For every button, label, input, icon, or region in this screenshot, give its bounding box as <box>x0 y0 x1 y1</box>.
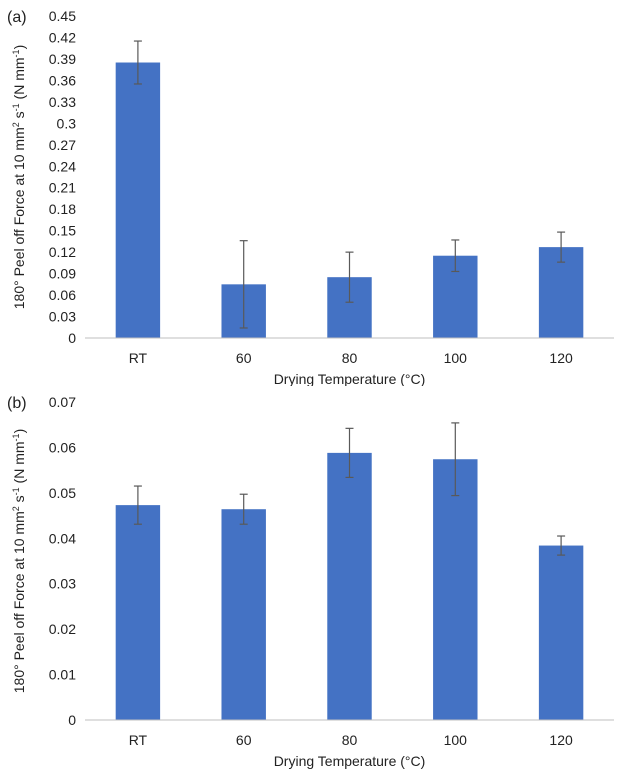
x-tick-label: RT <box>129 732 148 748</box>
y-tick-label: 0.02 <box>49 621 76 637</box>
y-tick-label: 0.15 <box>49 223 76 239</box>
error-bar <box>451 239 460 273</box>
x-tick-label: RT <box>129 350 148 366</box>
y-axis-title: 180° Peel off Force at 10 mm2 s-1 (N mm-… <box>11 45 27 310</box>
bar <box>221 509 266 720</box>
panel-label: (a) <box>7 9 27 26</box>
error-bar <box>133 40 142 85</box>
y-tick-label: 0.09 <box>49 266 76 282</box>
x-tick-label: 80 <box>342 732 358 748</box>
error-bar <box>345 251 354 303</box>
x-tick-label: 100 <box>444 350 468 366</box>
chart-b: (b) 0 0.01 0.02 0.03 0.04 0.05 0.06 0.07 RT 60 80 10… <box>7 394 614 769</box>
panel-label: (b) <box>7 395 27 412</box>
x-axis-title: Drying Temperature (°C) <box>274 753 426 769</box>
error-bar <box>345 427 354 479</box>
error-bar <box>557 231 566 263</box>
y-tick-label: 0.36 <box>49 72 76 88</box>
y-tick-label: 0.39 <box>49 51 76 67</box>
chart-a: (a) 0 0.03 0.06 0.09 0.12 0.15 0.18 0.21 0.24 0.27… <box>7 8 614 386</box>
y-tick-label: 0.12 <box>49 244 76 260</box>
x-tick-label: 120 <box>549 350 573 366</box>
error-bar <box>557 535 566 556</box>
y-tick-label: 0.01 <box>49 667 76 683</box>
y-tick-label: 0.06 <box>49 287 76 303</box>
error-bar <box>133 485 142 525</box>
y-tick-label: 0.21 <box>49 180 76 196</box>
y-tick-label: 0.07 <box>49 394 76 410</box>
x-tick-label: 80 <box>342 350 358 366</box>
y-tick-label: 0.45 <box>49 8 76 24</box>
y-tick-label: 0.05 <box>49 485 76 501</box>
y-tick-label: 0.03 <box>49 576 76 592</box>
y-tick-label: 0.3 <box>57 115 77 131</box>
y-tick-label: 0.33 <box>49 94 76 110</box>
y-tick-label: 0.24 <box>49 158 76 174</box>
error-bar <box>451 422 460 497</box>
y-tick-label: 0.18 <box>49 201 76 217</box>
y-tick-label: 0.06 <box>49 439 76 455</box>
y-tick-label: 0.27 <box>49 137 76 153</box>
error-bar <box>239 493 248 525</box>
x-tick-label: 60 <box>236 732 252 748</box>
y-tick-label: 0 <box>68 712 76 728</box>
error-bar <box>239 240 248 329</box>
x-tick-label: 120 <box>549 732 573 748</box>
y-axis-title: 180° Peel off Force at 10 mm2 s-1 (N mm-… <box>11 429 27 694</box>
bar <box>327 452 372 720</box>
y-tick-label: 0.42 <box>49 29 76 45</box>
bar <box>433 459 478 720</box>
bar <box>115 505 161 720</box>
y-tick-label: 0.03 <box>49 309 76 325</box>
x-tick-label: 60 <box>236 350 252 366</box>
y-tick-label: 0 <box>68 330 76 346</box>
x-tick-label: 100 <box>444 732 468 748</box>
bar <box>538 545 584 720</box>
x-axis-title: Drying Temperature (°C) <box>274 371 426 386</box>
bar <box>115 62 161 339</box>
y-tick-label: 0.04 <box>49 530 76 546</box>
